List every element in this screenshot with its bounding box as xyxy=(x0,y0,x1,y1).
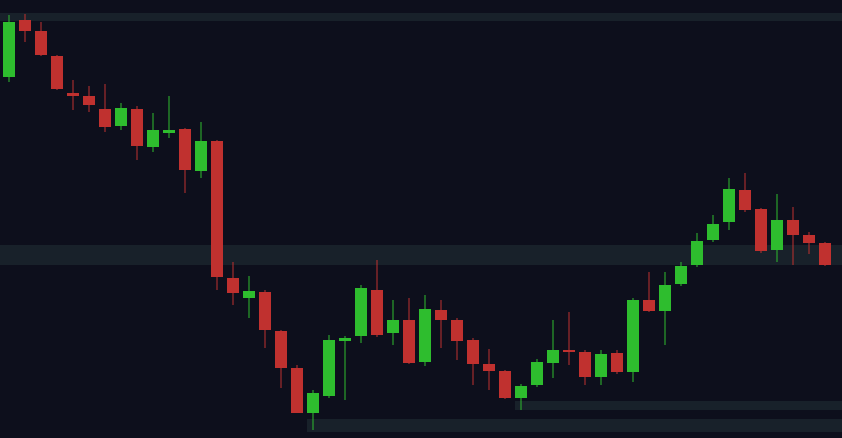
zone xyxy=(515,401,842,410)
candle-body xyxy=(803,235,815,243)
candle-body xyxy=(339,338,351,341)
zone xyxy=(0,13,842,21)
candle-body xyxy=(67,93,79,96)
candle-body xyxy=(755,209,767,251)
candle-body xyxy=(323,340,335,396)
candle-body xyxy=(659,285,671,311)
candle-body xyxy=(579,352,591,377)
candle-body xyxy=(675,266,687,284)
candle-body xyxy=(371,290,383,335)
candle-body xyxy=(643,300,655,311)
candle-body xyxy=(83,96,95,105)
candle-body xyxy=(771,220,783,250)
candle-body xyxy=(451,320,463,341)
candle-body xyxy=(131,109,143,146)
candle-body xyxy=(515,386,527,398)
candle-body xyxy=(547,350,559,363)
candle-body xyxy=(483,364,495,371)
candle-body xyxy=(739,190,751,210)
candle-body xyxy=(115,108,127,126)
candle-body xyxy=(531,362,543,385)
candle-body xyxy=(99,109,111,127)
candle-body xyxy=(179,129,191,170)
candle-body xyxy=(403,320,415,363)
candle-body xyxy=(275,331,287,368)
candle-body xyxy=(819,243,831,265)
candle-body xyxy=(595,354,607,377)
candle-body xyxy=(611,353,623,372)
candle-body xyxy=(291,368,303,413)
candle-body xyxy=(787,220,799,235)
zone xyxy=(307,419,842,432)
candle-body xyxy=(163,130,175,133)
candle-body xyxy=(387,320,399,333)
zone xyxy=(0,245,842,265)
candle-body xyxy=(355,288,367,336)
candle-body xyxy=(19,20,31,31)
candle-body xyxy=(147,130,159,147)
candle-body xyxy=(51,56,63,89)
candle-body xyxy=(227,278,239,293)
candle-body xyxy=(563,350,575,352)
candle-body xyxy=(307,393,319,413)
candle-body xyxy=(195,141,207,171)
candle-body xyxy=(243,291,255,298)
candle-body xyxy=(259,292,271,330)
candle-body xyxy=(627,300,639,372)
candle-body xyxy=(3,22,15,77)
candle-body xyxy=(691,241,703,265)
candle-body xyxy=(723,189,735,222)
candle-body xyxy=(211,141,223,277)
candle-body xyxy=(499,371,511,398)
candle-body xyxy=(35,31,47,55)
candle-body xyxy=(435,310,447,320)
candle-body xyxy=(467,340,479,364)
candle-body xyxy=(419,309,431,362)
candle-body xyxy=(707,224,719,240)
